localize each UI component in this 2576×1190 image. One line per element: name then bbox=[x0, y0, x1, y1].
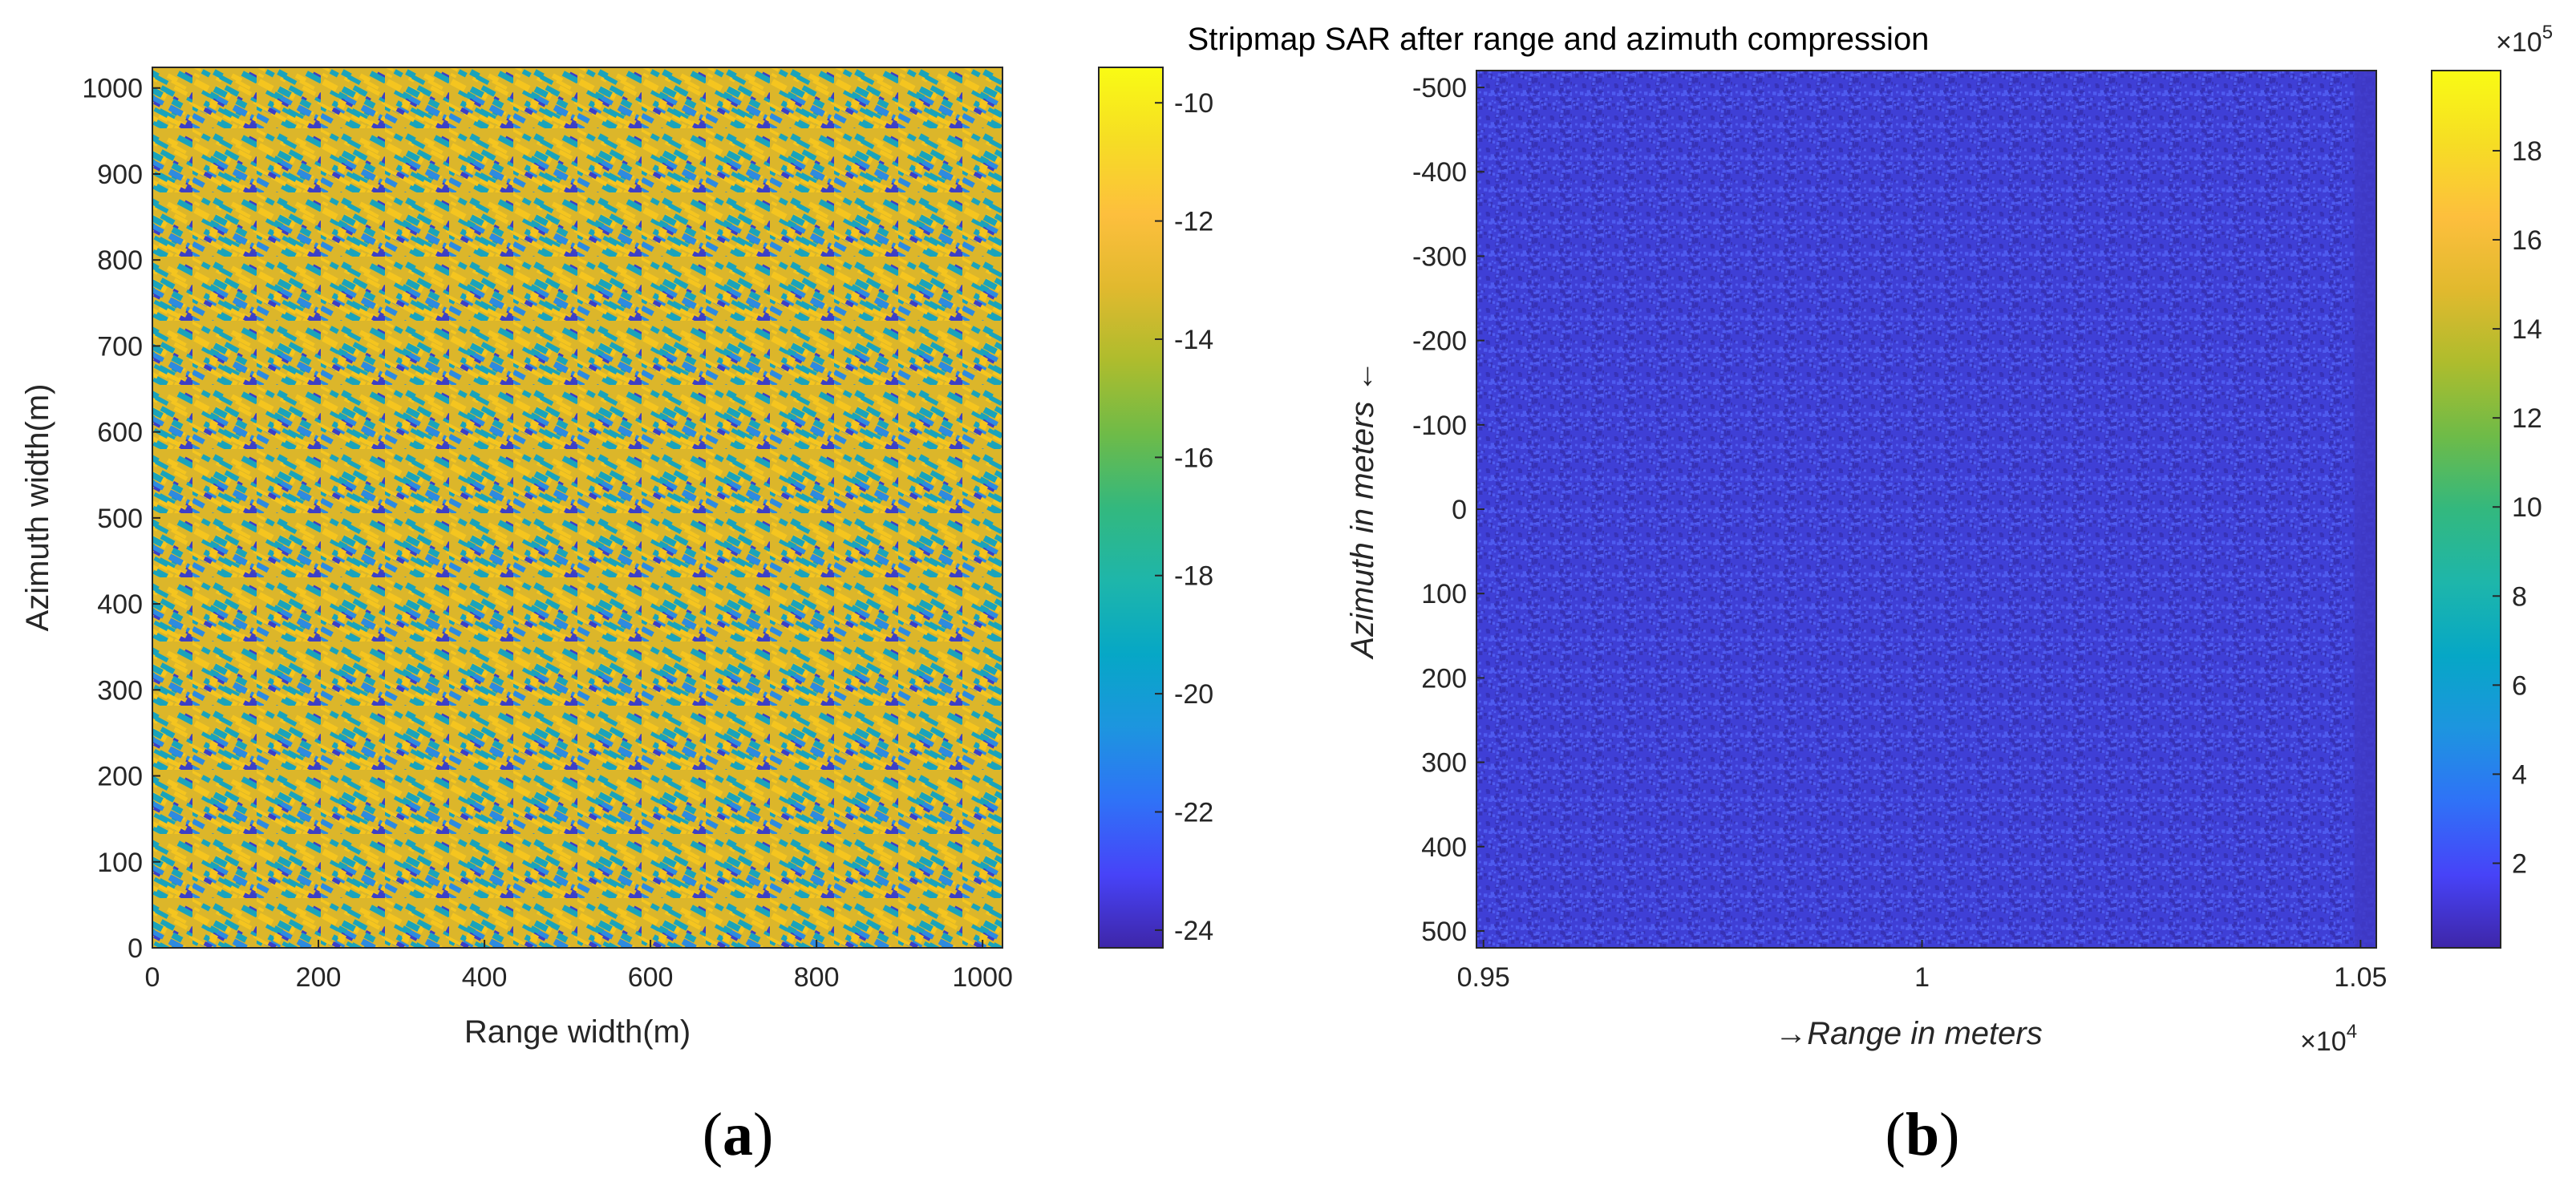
panel-a-x-tick-label: 1000 bbox=[952, 962, 1013, 993]
panel-b-y-tick-label: 400 bbox=[1421, 832, 1467, 863]
panel-b-colorbar-ticks: 2 4 6 8 10 12 14 16 18 bbox=[2493, 136, 2542, 879]
panel-a-colorbar-ticks: -24 -22 -20 -18 -16 -14 -12 -10 bbox=[1155, 88, 1213, 946]
panel-b-y-tick-label: 500 bbox=[1421, 917, 1467, 947]
panel-a-x-tick-label: 400 bbox=[462, 962, 508, 993]
panel-a-heatmap-image bbox=[152, 67, 1002, 948]
panel-b-y-tick-label: -200 bbox=[1412, 326, 1467, 357]
panel-a-colorbar-tick-label: -20 bbox=[1174, 679, 1213, 710]
panel-a-x-tick-label: 800 bbox=[794, 962, 840, 993]
panel-a-y-tick-label: 800 bbox=[97, 245, 143, 276]
panel-b-colorbar-tick-label: 16 bbox=[2512, 225, 2542, 256]
panel-a-colorbar bbox=[1099, 67, 1163, 948]
panel-b-caption-letter: b bbox=[1906, 1101, 1939, 1168]
panel-a-y-tick-label: 600 bbox=[97, 418, 143, 448]
panel-b-edge-band bbox=[2355, 71, 2376, 948]
panel-a-caption: (a) bbox=[703, 1101, 774, 1168]
panel-b-colorbar bbox=[2432, 71, 2501, 948]
panel-b-colorbar-tick-label: 4 bbox=[2512, 759, 2527, 790]
panel-a-y-tick-label: 100 bbox=[97, 848, 143, 878]
panel-a-y-tick-label: 1000 bbox=[82, 74, 143, 104]
panel-b-y-tick-label: 100 bbox=[1421, 579, 1467, 609]
panel-b-colorbar-tick-label: 18 bbox=[2512, 136, 2542, 167]
panel-b-colorbar-frame bbox=[2431, 70, 2501, 949]
panel-a-plot-frame bbox=[152, 67, 1003, 949]
panel-b-heatmap-image bbox=[1476, 71, 2376, 948]
panel-b-colorbar-tick-label: 8 bbox=[2512, 581, 2527, 612]
panel-b-y-tick-label: -500 bbox=[1412, 73, 1467, 103]
panel-b-colorbar-exponent: ×105 bbox=[2496, 22, 2553, 58]
panel-a-x-tick-label: 200 bbox=[296, 962, 342, 993]
panel-a-x-tick-label: 600 bbox=[628, 962, 674, 993]
panel-b-y-tick-label: -300 bbox=[1412, 241, 1467, 272]
panel-a-colorbar-tick-label: -12 bbox=[1174, 207, 1213, 237]
panel-b-x-axis: 0.95 1 1.05 bbox=[1457, 940, 2387, 993]
panel-a-y-axis: 0 100 200 300 400 500 600 700 800 900 1000 bbox=[82, 74, 160, 964]
panel-b-colorbar-tick-label: 12 bbox=[2512, 403, 2542, 434]
panel-a-y-tick-label: 200 bbox=[97, 762, 143, 792]
panel-b-caption: (b) bbox=[1885, 1101, 1960, 1168]
panel-a-colorbar-tick-label: -22 bbox=[1174, 798, 1213, 828]
panel-b-x-exponent: ×104 bbox=[2300, 1021, 2357, 1057]
panel-b-colorbar-exponent-base: ×10 bbox=[2496, 27, 2542, 58]
panel-b-x-tick-label: 0.95 bbox=[1457, 962, 1510, 993]
panel-b-colorbar-tick-label: 6 bbox=[2512, 670, 2527, 701]
panel-a-colorbar-frame bbox=[1098, 67, 1164, 949]
panel-b-x-tick-label: 1.05 bbox=[2334, 962, 2387, 993]
panel-b-x-exponent-base: ×10 bbox=[2300, 1026, 2347, 1057]
panel-b-colorbar-exponent-power: 5 bbox=[2542, 22, 2553, 43]
panel-a-x-axis: 0 200 400 600 800 1000 bbox=[145, 940, 1013, 993]
panel-a: 0 100 200 300 400 500 600 700 800 900 1000 0 200 400… bbox=[20, 67, 1213, 1168]
panel-a-y-tick-label: 500 bbox=[97, 504, 143, 534]
panel-b-y-tick-label: -400 bbox=[1412, 157, 1467, 188]
panel-a-x-tick-label: 0 bbox=[145, 962, 160, 993]
panel-b-colorbar-tick-label: 14 bbox=[2512, 314, 2542, 345]
panel-b-y-tick-label: 200 bbox=[1421, 663, 1467, 694]
panel-a-y-axis-label: Azimuth width(m) bbox=[20, 384, 55, 632]
panel-b-colorbar-tick-label: 10 bbox=[2512, 492, 2542, 523]
panel-a-colorbar-tick-label: -10 bbox=[1174, 88, 1213, 119]
panel-a-colorbar-tick-label: -14 bbox=[1174, 325, 1213, 355]
panel-b-x-axis-label: →Range in meters bbox=[1775, 1016, 2042, 1051]
panel-b-y-tick-label: 300 bbox=[1421, 748, 1467, 779]
panel-b-title: Stripmap SAR after range and azimuth com… bbox=[1188, 22, 1930, 57]
panel-a-y-tick-label: 900 bbox=[97, 160, 143, 190]
panel-a-y-tick-label: 300 bbox=[97, 675, 143, 706]
panel-b-colorbar-tick-label: 2 bbox=[2512, 848, 2527, 879]
panel-a-y-tick-label: 700 bbox=[97, 331, 143, 362]
panel-a-colorbar-tick-label: -16 bbox=[1174, 443, 1213, 473]
panel-b-y-tick-label: 0 bbox=[1452, 495, 1467, 525]
panel-a-colorbar-tick-label: -18 bbox=[1174, 561, 1213, 592]
panel-b-y-tick-label: -100 bbox=[1412, 411, 1467, 441]
panel-b-x-tick-label: 1 bbox=[1914, 962, 1930, 993]
panel-a-x-axis-label: Range width(m) bbox=[464, 1014, 691, 1050]
panel-b-y-axis-label: Azimuth in meters ← bbox=[1345, 360, 1380, 659]
panel-b-x-exponent-power: 4 bbox=[2347, 1021, 2357, 1042]
panel-b: Stripmap SAR after range and azimuth com… bbox=[1188, 22, 2553, 1168]
panel-a-caption-letter: a bbox=[723, 1101, 753, 1168]
panel-b-y-axis: -500 -400 -300 -200 -100 0 100 200 300 400 500 bbox=[1412, 73, 1484, 947]
panel-a-y-tick-label: 0 bbox=[128, 933, 143, 964]
panel-a-y-tick-label: 400 bbox=[97, 589, 143, 620]
panel-a-colorbar-tick-label: -24 bbox=[1174, 916, 1213, 946]
